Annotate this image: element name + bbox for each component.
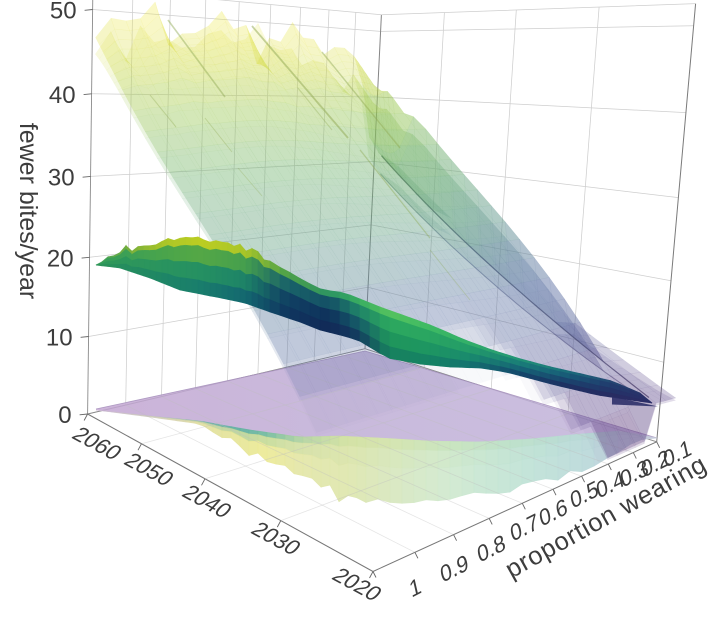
svg-text:fewer bites/year: fewer bites/year [14,123,42,299]
svg-text:10: 10 [46,325,73,352]
svg-text:0: 0 [58,402,71,429]
svg-text:30: 30 [48,164,75,191]
svg-text:40: 40 [49,82,76,109]
svg-text:20: 20 [47,245,74,272]
svg-text:1: 1 [407,572,424,602]
svg-text:50: 50 [50,0,77,25]
